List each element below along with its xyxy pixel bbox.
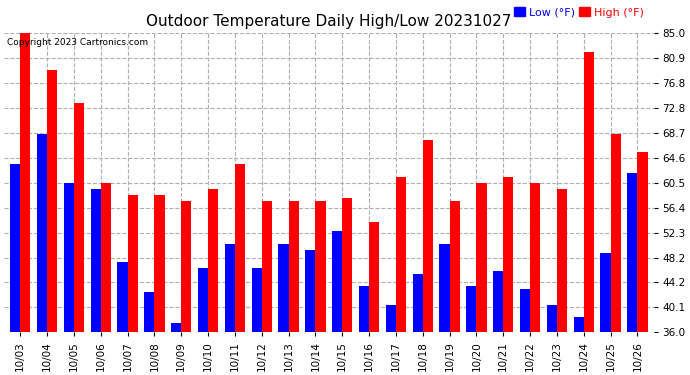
Bar — [171, 323, 181, 332]
Bar — [63, 183, 74, 332]
Bar — [305, 250, 315, 332]
Bar — [520, 289, 530, 332]
Bar — [530, 183, 540, 332]
Bar — [584, 51, 594, 332]
Bar — [128, 195, 138, 332]
Bar — [37, 134, 47, 332]
Legend: Low (°F), High (°F): Low (°F), High (°F) — [510, 3, 648, 22]
Bar — [288, 201, 299, 332]
Bar — [332, 231, 342, 332]
Bar — [181, 201, 191, 332]
Bar — [90, 189, 101, 332]
Bar — [10, 164, 20, 332]
Bar — [117, 262, 128, 332]
Bar — [278, 243, 288, 332]
Bar — [235, 164, 245, 332]
Bar — [20, 33, 30, 332]
Text: Copyright 2023 Cartronics.com: Copyright 2023 Cartronics.com — [8, 38, 148, 47]
Bar — [413, 274, 423, 332]
Bar — [423, 140, 433, 332]
Bar — [359, 286, 369, 332]
Bar — [252, 268, 262, 332]
Bar — [155, 195, 165, 332]
Bar — [208, 189, 218, 332]
Bar — [144, 292, 155, 332]
Bar — [450, 201, 460, 332]
Bar — [396, 177, 406, 332]
Title: Outdoor Temperature Daily High/Low 20231027: Outdoor Temperature Daily High/Low 20231… — [146, 14, 511, 29]
Bar — [477, 183, 486, 332]
Bar — [74, 104, 84, 332]
Bar — [466, 286, 477, 332]
Bar — [546, 304, 557, 332]
Bar — [47, 70, 57, 332]
Bar — [262, 201, 272, 332]
Bar — [369, 222, 380, 332]
Bar — [440, 243, 450, 332]
Bar — [101, 183, 111, 332]
Bar — [198, 268, 208, 332]
Bar — [503, 177, 513, 332]
Bar — [600, 253, 611, 332]
Bar — [573, 317, 584, 332]
Bar — [638, 152, 648, 332]
Bar — [225, 243, 235, 332]
Bar — [386, 304, 396, 332]
Bar — [315, 201, 326, 332]
Bar — [611, 134, 621, 332]
Bar — [342, 198, 353, 332]
Bar — [557, 189, 567, 332]
Bar — [627, 174, 638, 332]
Bar — [493, 271, 503, 332]
